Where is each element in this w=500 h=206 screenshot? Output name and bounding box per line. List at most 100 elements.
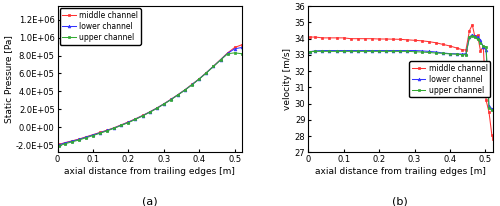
lower channel — [433, 51, 439, 53]
middle channel — [412, 39, 418, 42]
middle channel — [383, 38, 389, 40]
lower channel — [62, 142, 68, 144]
middle channel — [111, 126, 117, 129]
lower channel — [232, 48, 237, 50]
middle channel — [154, 107, 160, 109]
Text: (b): (b) — [392, 196, 408, 206]
middle channel — [470, 24, 476, 26]
upper channel — [369, 50, 375, 53]
upper channel — [480, 45, 486, 47]
upper channel — [404, 50, 410, 53]
lower channel — [447, 52, 453, 55]
lower channel — [175, 94, 181, 96]
upper channel — [132, 118, 138, 121]
middle channel — [239, 43, 245, 46]
upper channel — [312, 50, 318, 53]
upper channel — [326, 50, 332, 53]
upper channel — [362, 50, 368, 53]
lower channel — [404, 49, 410, 52]
middle channel — [440, 43, 446, 46]
upper channel — [175, 94, 181, 96]
upper channel — [62, 143, 68, 145]
middle channel — [474, 34, 480, 37]
lower channel — [486, 105, 492, 107]
middle channel — [126, 121, 132, 123]
middle channel — [486, 111, 492, 113]
upper channel — [472, 36, 478, 38]
lower channel — [483, 49, 489, 51]
upper channel — [376, 50, 382, 53]
middle channel — [447, 45, 453, 47]
middle channel — [348, 37, 354, 40]
upper channel — [218, 59, 224, 61]
lower channel — [383, 49, 389, 52]
lower channel — [196, 78, 202, 80]
upper channel — [466, 36, 472, 38]
lower channel — [97, 131, 103, 134]
Line: upper channel: upper channel — [308, 34, 493, 112]
lower channel — [320, 49, 326, 52]
upper channel — [348, 50, 354, 53]
Text: (a): (a) — [142, 196, 158, 206]
middle channel — [62, 142, 68, 144]
middle channel — [175, 93, 181, 96]
upper channel — [224, 53, 230, 55]
lower channel — [348, 49, 354, 52]
middle channel — [340, 37, 346, 39]
Y-axis label: velocity [m/s]: velocity [m/s] — [283, 48, 292, 110]
lower channel — [412, 49, 418, 52]
upper channel — [412, 50, 418, 53]
middle channel — [490, 138, 496, 141]
upper channel — [140, 115, 145, 117]
upper channel — [210, 65, 216, 68]
middle channel — [466, 29, 472, 32]
middle channel — [472, 35, 478, 37]
middle channel — [76, 138, 82, 140]
upper channel — [83, 137, 89, 139]
middle channel — [398, 38, 404, 41]
middle channel — [204, 71, 210, 74]
middle channel — [369, 37, 375, 40]
lower channel — [189, 83, 195, 86]
middle channel — [376, 38, 382, 40]
Line: middle channel: middle channel — [58, 43, 243, 146]
lower channel — [224, 52, 230, 55]
upper channel — [474, 38, 480, 41]
middle channel — [56, 143, 62, 146]
lower channel — [398, 49, 404, 52]
upper channel — [489, 109, 495, 111]
middle channel — [418, 40, 424, 42]
upper channel — [232, 52, 237, 54]
Line: upper channel: upper channel — [58, 52, 243, 147]
upper channel — [398, 50, 404, 53]
lower channel — [440, 52, 446, 54]
upper channel — [239, 53, 245, 55]
X-axis label: axial distance from trailing edges [m]: axial distance from trailing edges [m] — [64, 167, 235, 176]
upper channel — [204, 72, 210, 74]
upper channel — [470, 35, 476, 37]
upper channel — [478, 42, 484, 44]
middle channel — [218, 58, 224, 61]
upper channel — [90, 134, 96, 137]
lower channel — [470, 33, 476, 36]
Line: lower channel: lower channel — [58, 46, 243, 146]
middle channel — [334, 37, 340, 39]
upper channel — [307, 50, 313, 53]
middle channel — [307, 36, 313, 38]
lower channel — [204, 71, 210, 74]
middle channel — [210, 65, 216, 67]
Legend: middle channel, lower channel, upper channel: middle channel, lower channel, upper cha… — [409, 61, 490, 97]
upper channel — [460, 53, 466, 56]
upper channel — [182, 89, 188, 91]
upper channel — [320, 50, 326, 53]
upper channel — [168, 98, 174, 101]
lower channel — [454, 53, 460, 55]
lower channel — [126, 121, 132, 123]
middle channel — [320, 37, 326, 39]
lower channel — [376, 49, 382, 52]
lower channel — [463, 52, 469, 55]
upper channel — [146, 111, 152, 114]
lower channel — [334, 49, 340, 52]
Line: lower channel: lower channel — [308, 33, 493, 110]
lower channel — [182, 89, 188, 91]
